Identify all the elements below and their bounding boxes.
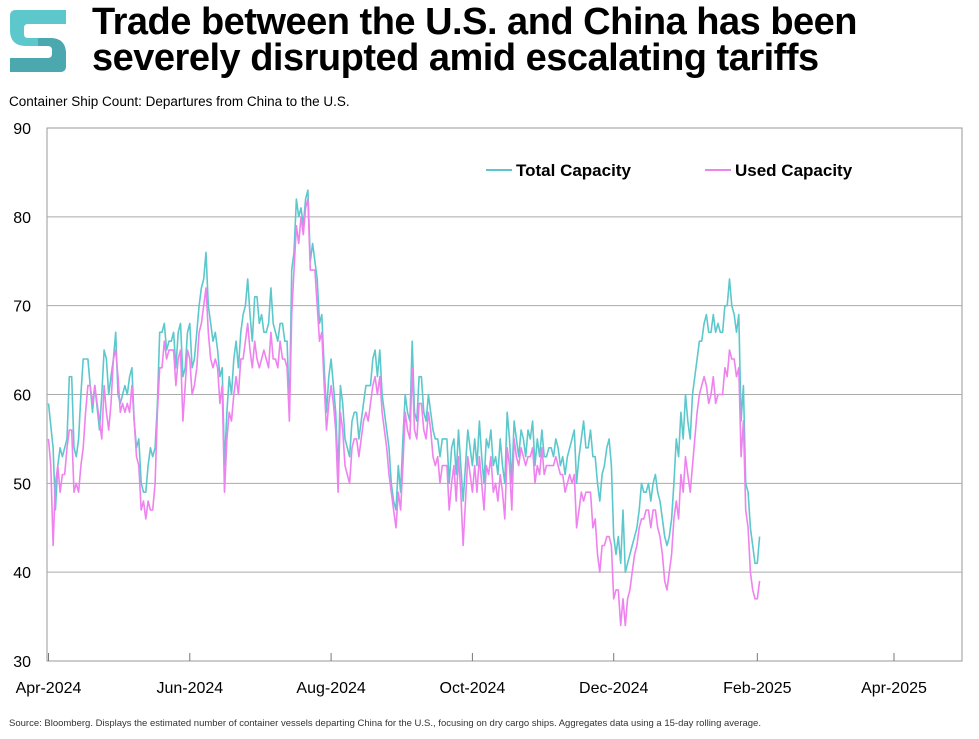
y-tick-label: 60: [13, 388, 31, 405]
title-line-2: severely disrupted amid escalating tarif…: [92, 37, 819, 79]
series-line-used-capacity: [47, 198, 761, 627]
title-line-1: Trade between the U.S. and China has bee…: [92, 1, 858, 43]
legend-label-used-capacity: Used Capacity: [735, 161, 853, 180]
x-tick-label: Oct-2024: [440, 680, 506, 697]
x-tick-label: Feb-2025: [723, 680, 792, 697]
x-tick-label: Apr-2024: [16, 680, 82, 697]
x-tick-label: Aug-2024: [296, 680, 365, 697]
y-tick-label: 40: [13, 565, 31, 582]
legend-label-total-capacity: Total Capacity: [516, 161, 631, 180]
x-tick-label: Jun-2024: [156, 680, 223, 697]
y-tick-label: 30: [13, 654, 31, 671]
x-tick-label: Dec-2024: [579, 680, 648, 697]
chart-subtitle: Container Ship Count: Departures from Ch…: [9, 94, 350, 109]
page-title: Trade between the U.S. and China has bee…: [92, 1, 972, 79]
y-tick-label: 90: [13, 121, 31, 138]
y-tick-label: 80: [13, 210, 31, 227]
y-tick-label: 50: [13, 476, 31, 493]
series-line-total-capacity: [47, 189, 761, 573]
s-logo-icon: [10, 10, 66, 72]
x-tick-label: Apr-2025: [861, 680, 927, 697]
source-note: Source: Bloomberg. Displays the estimate…: [9, 718, 761, 729]
y-tick-label: 70: [13, 299, 31, 316]
